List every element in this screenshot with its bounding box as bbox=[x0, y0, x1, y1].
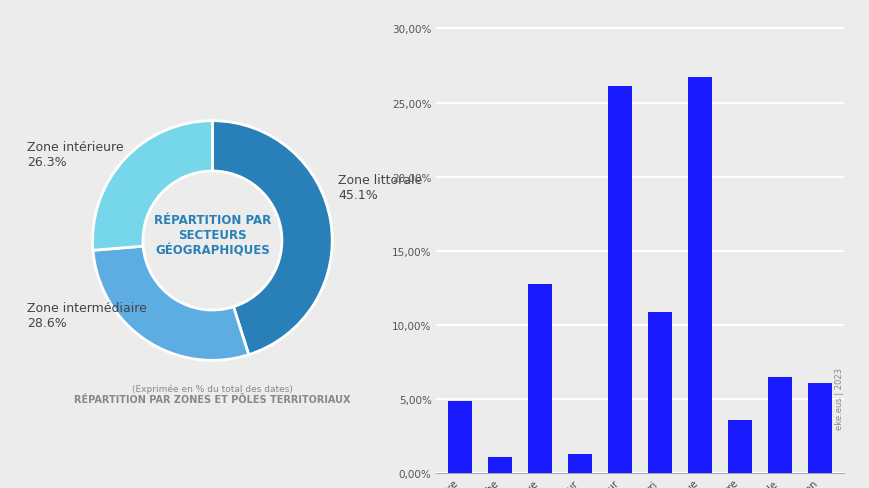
Text: eke.eus | 2023: eke.eus | 2023 bbox=[834, 367, 843, 429]
Bar bbox=[687, 78, 711, 473]
Text: Zone intermédiaire
28.6%: Zone intermédiaire 28.6% bbox=[27, 301, 146, 329]
Bar bbox=[607, 87, 632, 473]
Text: (Exprimée en % du total des dates): (Exprimée en % du total des dates) bbox=[132, 384, 293, 393]
Bar bbox=[527, 284, 552, 473]
Wedge shape bbox=[93, 246, 249, 361]
Bar bbox=[767, 377, 791, 473]
Text: RÉPARTITION PAR
SECTEURS
GÉOGRAPHIQUES: RÉPARTITION PAR SECTEURS GÉOGRAPHIQUES bbox=[154, 214, 271, 257]
Wedge shape bbox=[92, 122, 212, 251]
Bar bbox=[448, 401, 472, 473]
Wedge shape bbox=[212, 122, 332, 355]
Bar bbox=[488, 457, 512, 473]
Text: Zone littorale
45.1%: Zone littorale 45.1% bbox=[338, 173, 422, 201]
Text: RÉPARTITION PAR ZONES ET PÔLES TERRITORIAUX: RÉPARTITION PAR ZONES ET PÔLES TERRITORI… bbox=[74, 395, 350, 405]
Text: Zone intérieure
26.3%: Zone intérieure 26.3% bbox=[27, 141, 123, 169]
Bar bbox=[807, 383, 831, 473]
Bar bbox=[727, 420, 751, 473]
Bar bbox=[647, 312, 672, 473]
Bar bbox=[567, 454, 592, 473]
